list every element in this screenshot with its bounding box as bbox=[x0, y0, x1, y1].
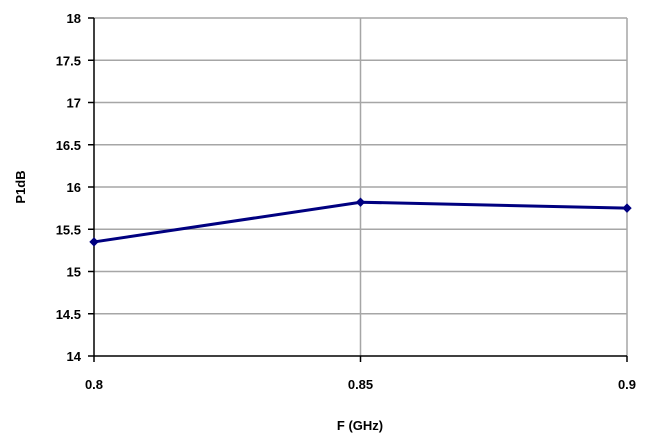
data-point-marker bbox=[89, 237, 99, 247]
y-tick-label: 17.5 bbox=[56, 53, 81, 68]
y-tick-label: 18 bbox=[67, 11, 81, 26]
y-tick-label: 16 bbox=[67, 180, 81, 195]
data-point-marker bbox=[355, 197, 366, 207]
y-tick-label: 15.5 bbox=[56, 222, 81, 237]
x-axis-title: F (GHz) bbox=[337, 418, 383, 433]
series-layer bbox=[89, 197, 632, 247]
y-axis-title: P1dB bbox=[13, 170, 28, 203]
y-tick-label: 17 bbox=[67, 96, 81, 111]
tick-labels: 14 14.5 15 15.5 16 16.5 17 17.5 18 0.8 0.85 0.9 bbox=[56, 11, 636, 392]
y-tick-label: 14 bbox=[67, 349, 82, 364]
y-tick-label: 15 bbox=[67, 265, 81, 280]
data-point-marker bbox=[622, 203, 632, 213]
x-tick-label: 0.8 bbox=[85, 377, 103, 392]
x-tick-label: 0.9 bbox=[618, 377, 636, 392]
axes bbox=[88, 17, 628, 362]
y-tick-label: 14.5 bbox=[56, 307, 81, 322]
x-tick-label: 0.85 bbox=[348, 377, 373, 392]
y-tick-label: 16.5 bbox=[56, 138, 81, 153]
